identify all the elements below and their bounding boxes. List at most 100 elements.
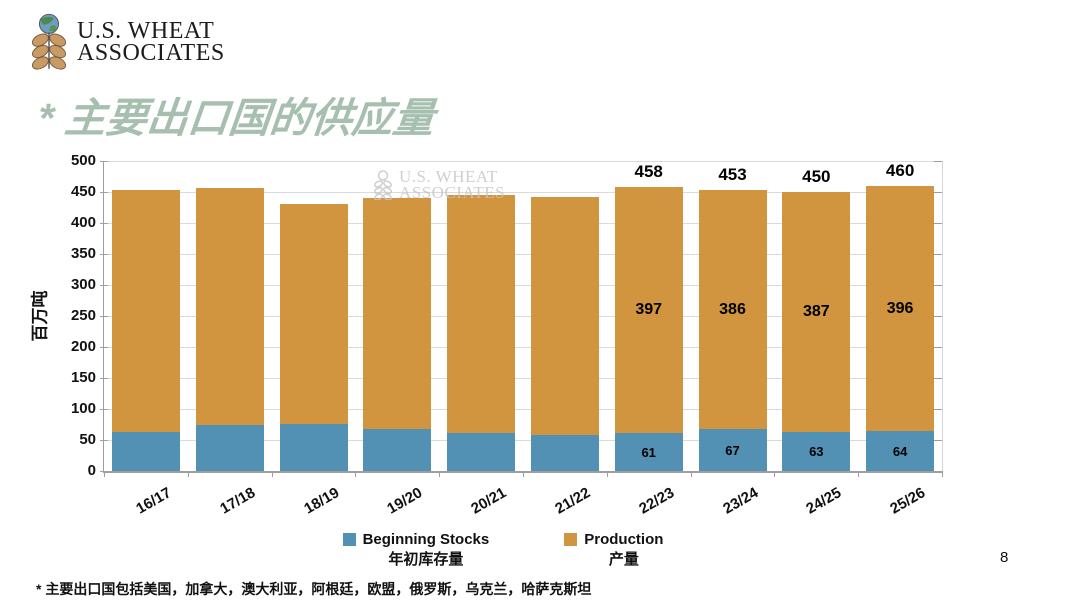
bar-segment-beginning-stocks xyxy=(111,431,180,471)
bar-24/25: 450 387 63 xyxy=(782,167,851,471)
gridline xyxy=(104,284,942,286)
y-axis-tick xyxy=(100,346,108,348)
y-axis-tick xyxy=(934,191,942,193)
x-axis-tick xyxy=(690,471,692,477)
y-axis-tick xyxy=(934,470,942,472)
bar-16/17 xyxy=(111,189,180,471)
y-axis-tick xyxy=(934,346,942,348)
production-label: 386 xyxy=(719,300,746,318)
bar-segment-beginning-stocks xyxy=(866,431,935,471)
y-axis-tick-label: 200 xyxy=(70,338,96,355)
y-axis-tick-label: 150 xyxy=(70,369,96,386)
gridline xyxy=(104,439,942,441)
y-axis-tick-label: 250 xyxy=(70,307,96,324)
bar-25/26: 460 396 64 xyxy=(866,161,935,471)
bar-19/20 xyxy=(363,197,432,471)
bar-segment-production xyxy=(363,197,432,430)
bar-segment-production xyxy=(111,189,180,432)
y-axis-tick xyxy=(934,284,942,286)
x-axis-tick xyxy=(355,471,357,477)
gridline xyxy=(104,253,942,255)
legend-label-en: Beginning Stocks xyxy=(362,531,490,548)
watermark-line1: U.S. WHEAT xyxy=(399,167,498,186)
uswheat-logo: U.S. WHEAT ASSOCIATES xyxy=(28,13,225,71)
bar-segment-beginning-stocks xyxy=(782,431,851,471)
wheat-logo-icon xyxy=(31,13,67,70)
y-axis-tick xyxy=(934,222,942,224)
bar-17/18 xyxy=(195,188,264,471)
bar-segment-production xyxy=(698,190,767,430)
gridline xyxy=(104,377,942,379)
beginning-stocks-label: 63 xyxy=(809,444,824,460)
legend-labels: Production 产量 xyxy=(584,530,663,569)
gridline xyxy=(104,191,942,193)
x-axis-tick xyxy=(774,471,776,477)
y-axis-tick-label: 0 xyxy=(87,462,96,479)
bar-segment-beginning-stocks xyxy=(279,423,348,471)
y-axis-tick-label: 300 xyxy=(70,276,96,293)
legend-label-en: Production xyxy=(584,531,664,548)
legend-item-production: Production 产量 xyxy=(564,530,663,569)
x-axis-tick xyxy=(439,471,441,477)
y-axis-tick-label: 100 xyxy=(70,400,96,417)
y-axis-tick-label: 50 xyxy=(79,431,96,448)
gridline xyxy=(104,315,942,317)
gridline xyxy=(104,160,942,162)
bar-segment-beginning-stocks xyxy=(447,433,516,471)
bar-segment-production xyxy=(530,196,599,436)
bar-segment-production xyxy=(447,195,516,434)
x-axis-tick xyxy=(187,471,189,477)
gridline xyxy=(104,408,942,410)
production-label: 396 xyxy=(886,299,914,317)
logo-line1: U.S. WHEAT xyxy=(77,17,215,44)
bar-segment-production xyxy=(195,188,264,425)
x-axis-tick xyxy=(606,471,608,477)
legend-label-zh: 年初库存量 xyxy=(388,550,464,568)
legend-labels: Beginning Stocks 年初库存量 xyxy=(363,530,490,569)
watermark: U.S. WHEAT ASSOCIATES xyxy=(372,167,506,202)
y-axis-tick xyxy=(934,253,942,255)
y-axis-tick xyxy=(100,284,108,286)
x-axis-tick xyxy=(271,471,273,477)
y-axis-tick xyxy=(934,160,942,162)
y-axis-tick-labels: 0 50 100 150 200 250 300 350 400 450 500 xyxy=(52,152,96,479)
total-label: 458 xyxy=(634,162,663,182)
bar-segment-beginning-stocks xyxy=(614,433,683,471)
bar-segment-production xyxy=(782,192,851,432)
x-axis-tick xyxy=(858,471,860,477)
gridline xyxy=(104,346,942,348)
total-label: 460 xyxy=(885,160,915,180)
watermark-wheat-icon xyxy=(374,169,392,200)
slide-title: * 主要出口国的供应量 xyxy=(35,95,437,141)
bar-22/23: 458 397 61 xyxy=(614,162,683,471)
bar-20/21 xyxy=(447,195,516,471)
bar-segment-production xyxy=(614,187,683,434)
footnote: * 主要出口国包括美国，加拿大，澳大利亚，阿根廷，欧盟，俄罗斯，乌克兰，哈萨克斯… xyxy=(36,581,592,597)
bar-segment-production xyxy=(279,204,348,424)
y-axis-tick xyxy=(100,222,108,224)
y-axis-tick xyxy=(934,408,942,410)
legend-label-zh: 产量 xyxy=(608,550,639,568)
y-axis-tick xyxy=(100,191,108,193)
y-axis-tick xyxy=(100,160,108,162)
y-axis-title: 百万吨 xyxy=(30,290,50,342)
y-axis-tick xyxy=(934,315,942,317)
page-number: 8 xyxy=(1000,549,1009,566)
beginning-stocks-label: 61 xyxy=(641,445,656,461)
total-label: 453 xyxy=(718,165,747,185)
bar-segment-beginning-stocks xyxy=(363,429,432,471)
y-axis-tick xyxy=(100,253,108,255)
gridline xyxy=(104,222,942,224)
bar-18/19 xyxy=(279,204,348,471)
y-axis-tick xyxy=(100,315,108,317)
production-label: 387 xyxy=(802,302,830,320)
y-axis-tick-label: 500 xyxy=(70,152,96,169)
legend-swatch xyxy=(342,533,356,546)
production-label: 397 xyxy=(635,301,663,319)
y-axis-tick-label: 450 xyxy=(70,183,96,200)
y-axis-tick-label: 400 xyxy=(70,214,96,231)
watermark-line2: ASSOCIATES xyxy=(399,182,506,202)
legend-item-beginning-stocks: Beginning Stocks 年初库存量 xyxy=(342,530,490,569)
y-axis-tick xyxy=(100,439,108,441)
